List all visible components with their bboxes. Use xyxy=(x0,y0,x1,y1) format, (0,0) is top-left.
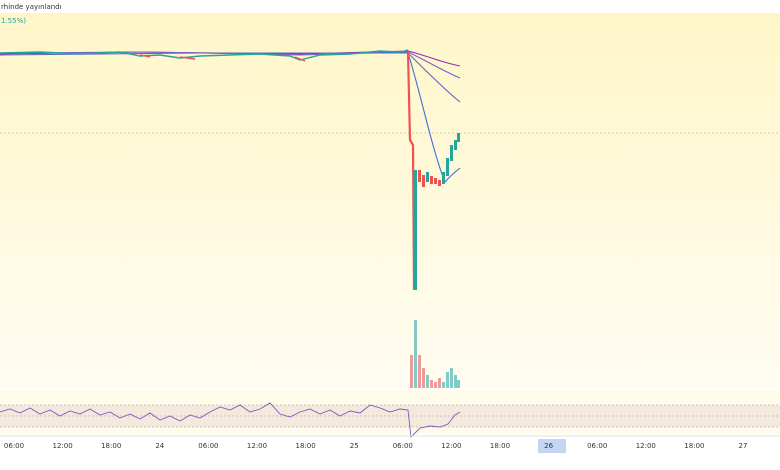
indicator-levels xyxy=(0,404,780,428)
ma-fast xyxy=(379,51,461,184)
x-tick-label: 18:00 xyxy=(490,442,510,450)
recovery-candles xyxy=(414,133,460,290)
rsi-line xyxy=(0,402,461,438)
x-tick-label: 06:00 xyxy=(587,442,607,450)
x-tick-label: 12:00 xyxy=(636,442,656,450)
x-tick-label: 18:00 xyxy=(684,442,704,450)
x-tick-label: 12:00 xyxy=(53,442,73,450)
x-tick-label: 12:00 xyxy=(441,442,461,450)
x-tick-label: 26 xyxy=(544,442,553,450)
ma-mid xyxy=(0,51,461,79)
x-tick-label: 27 xyxy=(739,442,748,450)
axis-highlight xyxy=(538,439,566,453)
price-history xyxy=(0,49,409,61)
x-tick-label: 24 xyxy=(155,442,164,450)
x-axis: 06:00 12:00 18:00 24 06:00 12:00 18:00 25 06:00 1… xyxy=(4,442,748,450)
volume-bars xyxy=(410,320,460,388)
price-history-down xyxy=(139,54,306,62)
x-tick-label: 18:00 xyxy=(296,442,316,450)
main-pane xyxy=(0,13,780,388)
x-tick-label: 25 xyxy=(350,442,359,450)
x-tick-label: 12:00 xyxy=(247,442,267,450)
crash-candles xyxy=(406,51,416,291)
published-note: rhinde yayınlandı xyxy=(1,3,62,11)
change-label: 1.55%) xyxy=(1,17,26,25)
x-tick-label: 18:00 xyxy=(101,442,121,450)
x-tick-label: 06:00 xyxy=(393,442,413,450)
x-tick-label: 06:00 xyxy=(4,442,24,450)
x-tick-label: 06:00 xyxy=(198,442,218,450)
